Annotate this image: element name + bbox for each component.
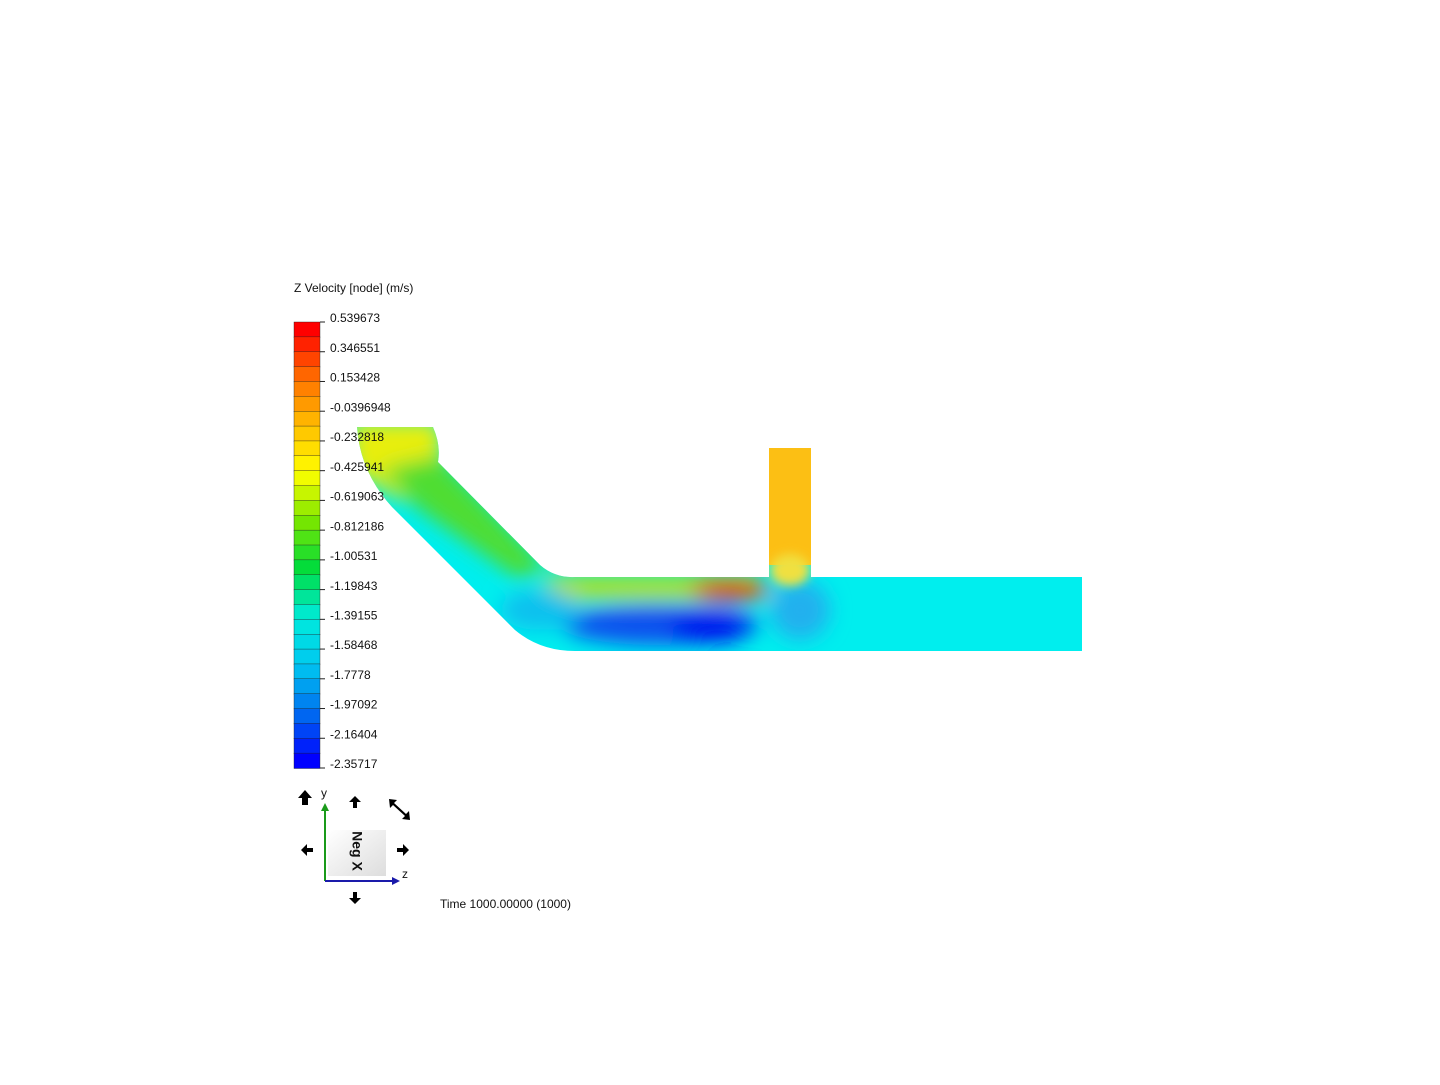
color-band: [293, 738, 321, 754]
legend-label: -1.58468: [330, 638, 378, 652]
color-band: [293, 752, 321, 769]
color-band: [293, 589, 321, 606]
legend-label: 0.346551: [330, 341, 380, 355]
color-band: [293, 455, 321, 472]
color-band: [293, 321, 321, 338]
legend-label: -0.425941: [330, 460, 384, 474]
color-legend: Z Velocity [node] (m/s) 0.539673 0.346551…: [293, 281, 413, 771]
color-band: [293, 351, 321, 368]
legend-label: -0.232818: [330, 430, 384, 444]
color-band: [293, 559, 321, 576]
view-label: Neg X: [349, 831, 365, 871]
legend-label: -1.39155: [330, 609, 378, 623]
color-band: [293, 574, 321, 591]
z-label: z: [402, 867, 408, 881]
y-arrow: [321, 803, 329, 811]
legend-label: -0.812186: [330, 519, 384, 533]
color-band: [293, 515, 321, 531]
pipe-result: [357, 427, 1082, 651]
color-band: [293, 648, 321, 665]
pan-down-button[interactable]: [349, 892, 361, 904]
z-arrow: [392, 877, 400, 885]
color-band: [293, 678, 321, 695]
view-cube: [328, 830, 386, 876]
legend-label: -2.35717: [330, 757, 378, 771]
color-band: [293, 663, 321, 680]
pan-left-button[interactable]: [301, 844, 313, 856]
color-band: [293, 723, 321, 739]
color-band: [293, 619, 321, 635]
legend-label: 0.153428: [330, 371, 380, 385]
color-band: [293, 693, 321, 710]
color-band: [293, 440, 321, 457]
legend-ticks: 0.539673 0.346551 0.153428 -0.0396948 -0.232…: [320, 311, 391, 771]
legend-label: -2.16404: [330, 727, 378, 741]
legend-label: -1.19843: [330, 579, 378, 593]
rotate-up-button[interactable]: [298, 790, 312, 805]
pan-right-button[interactable]: [397, 844, 409, 856]
color-bar: [293, 321, 321, 769]
legend-label: -0.0396948: [330, 400, 391, 414]
color-band: [293, 336, 321, 353]
pan-up-button[interactable]: [349, 796, 361, 808]
color-band: [293, 411, 321, 427]
color-band: [293, 381, 321, 398]
y-label: y: [321, 786, 327, 800]
color-band: [293, 604, 321, 621]
rotate-button[interactable]: [389, 799, 410, 820]
legend-label: -1.00531: [330, 549, 378, 563]
legend-label: -1.97092: [330, 698, 378, 712]
color-band: [293, 529, 321, 546]
time-label: Time 1000.00000 (1000): [440, 897, 571, 911]
legend-title: Z Velocity [node] (m/s): [294, 281, 413, 295]
color-band: [293, 634, 321, 650]
legend-label: 0.539673: [330, 311, 380, 325]
color-band: [293, 485, 321, 502]
orientation-triad: Neg X y z: [298, 786, 410, 904]
color-band: [293, 470, 321, 487]
color-band: [293, 366, 321, 383]
color-band: [293, 500, 321, 516]
color-band: [293, 396, 321, 412]
color-band: [293, 708, 321, 725]
color-band: [293, 425, 321, 442]
color-band: [293, 544, 321, 561]
legend-label: -0.619063: [330, 490, 384, 504]
legend-label: -1.7778: [330, 668, 371, 682]
